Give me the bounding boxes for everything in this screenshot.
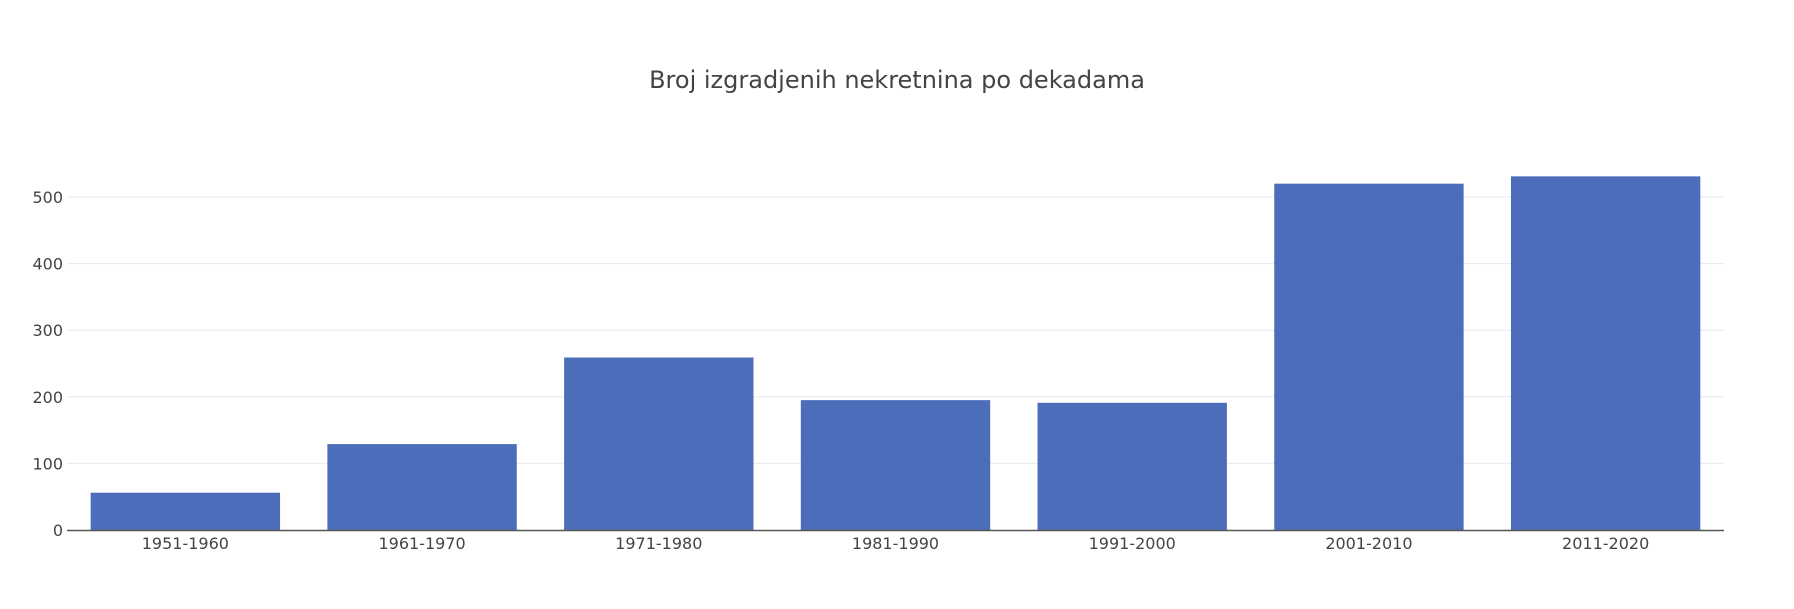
y-tick-label: 0 <box>53 521 63 540</box>
x-tick-label: 1971-1980 <box>615 534 702 553</box>
y-tick-label: 500 <box>32 188 63 207</box>
bar-1961-1970 <box>327 444 517 530</box>
y-tick-label: 200 <box>32 388 63 407</box>
bar-1981-1990 <box>800 400 991 530</box>
bar-1991-2000 <box>1037 402 1227 530</box>
x-tick-label: 1981-1990 <box>852 534 939 553</box>
y-tick-label: 100 <box>32 454 63 473</box>
bars <box>90 176 1701 530</box>
y-tick-label: 300 <box>32 321 63 340</box>
x-tick-label: 2011-2020 <box>1562 534 1649 553</box>
x-tick-label: 1951-1960 <box>142 534 229 553</box>
axes: 0 100 200 300 400 500 1951-1960 1961-1970 1971-1… <box>32 188 1724 553</box>
bar-1951-1960 <box>90 492 281 530</box>
y-tick-label: 400 <box>32 255 63 274</box>
bar-2011-2020 <box>1510 176 1701 530</box>
bar-1971-1980 <box>564 357 754 530</box>
x-tick-label: 1991-2000 <box>1089 534 1176 553</box>
chart-title: Broj izgradjenih nekretnina po dekadama <box>649 66 1145 94</box>
bar-2001-2010 <box>1274 183 1464 530</box>
x-tick-label: 2001-2010 <box>1325 534 1412 553</box>
x-tick-label: 1961-1970 <box>378 534 465 553</box>
